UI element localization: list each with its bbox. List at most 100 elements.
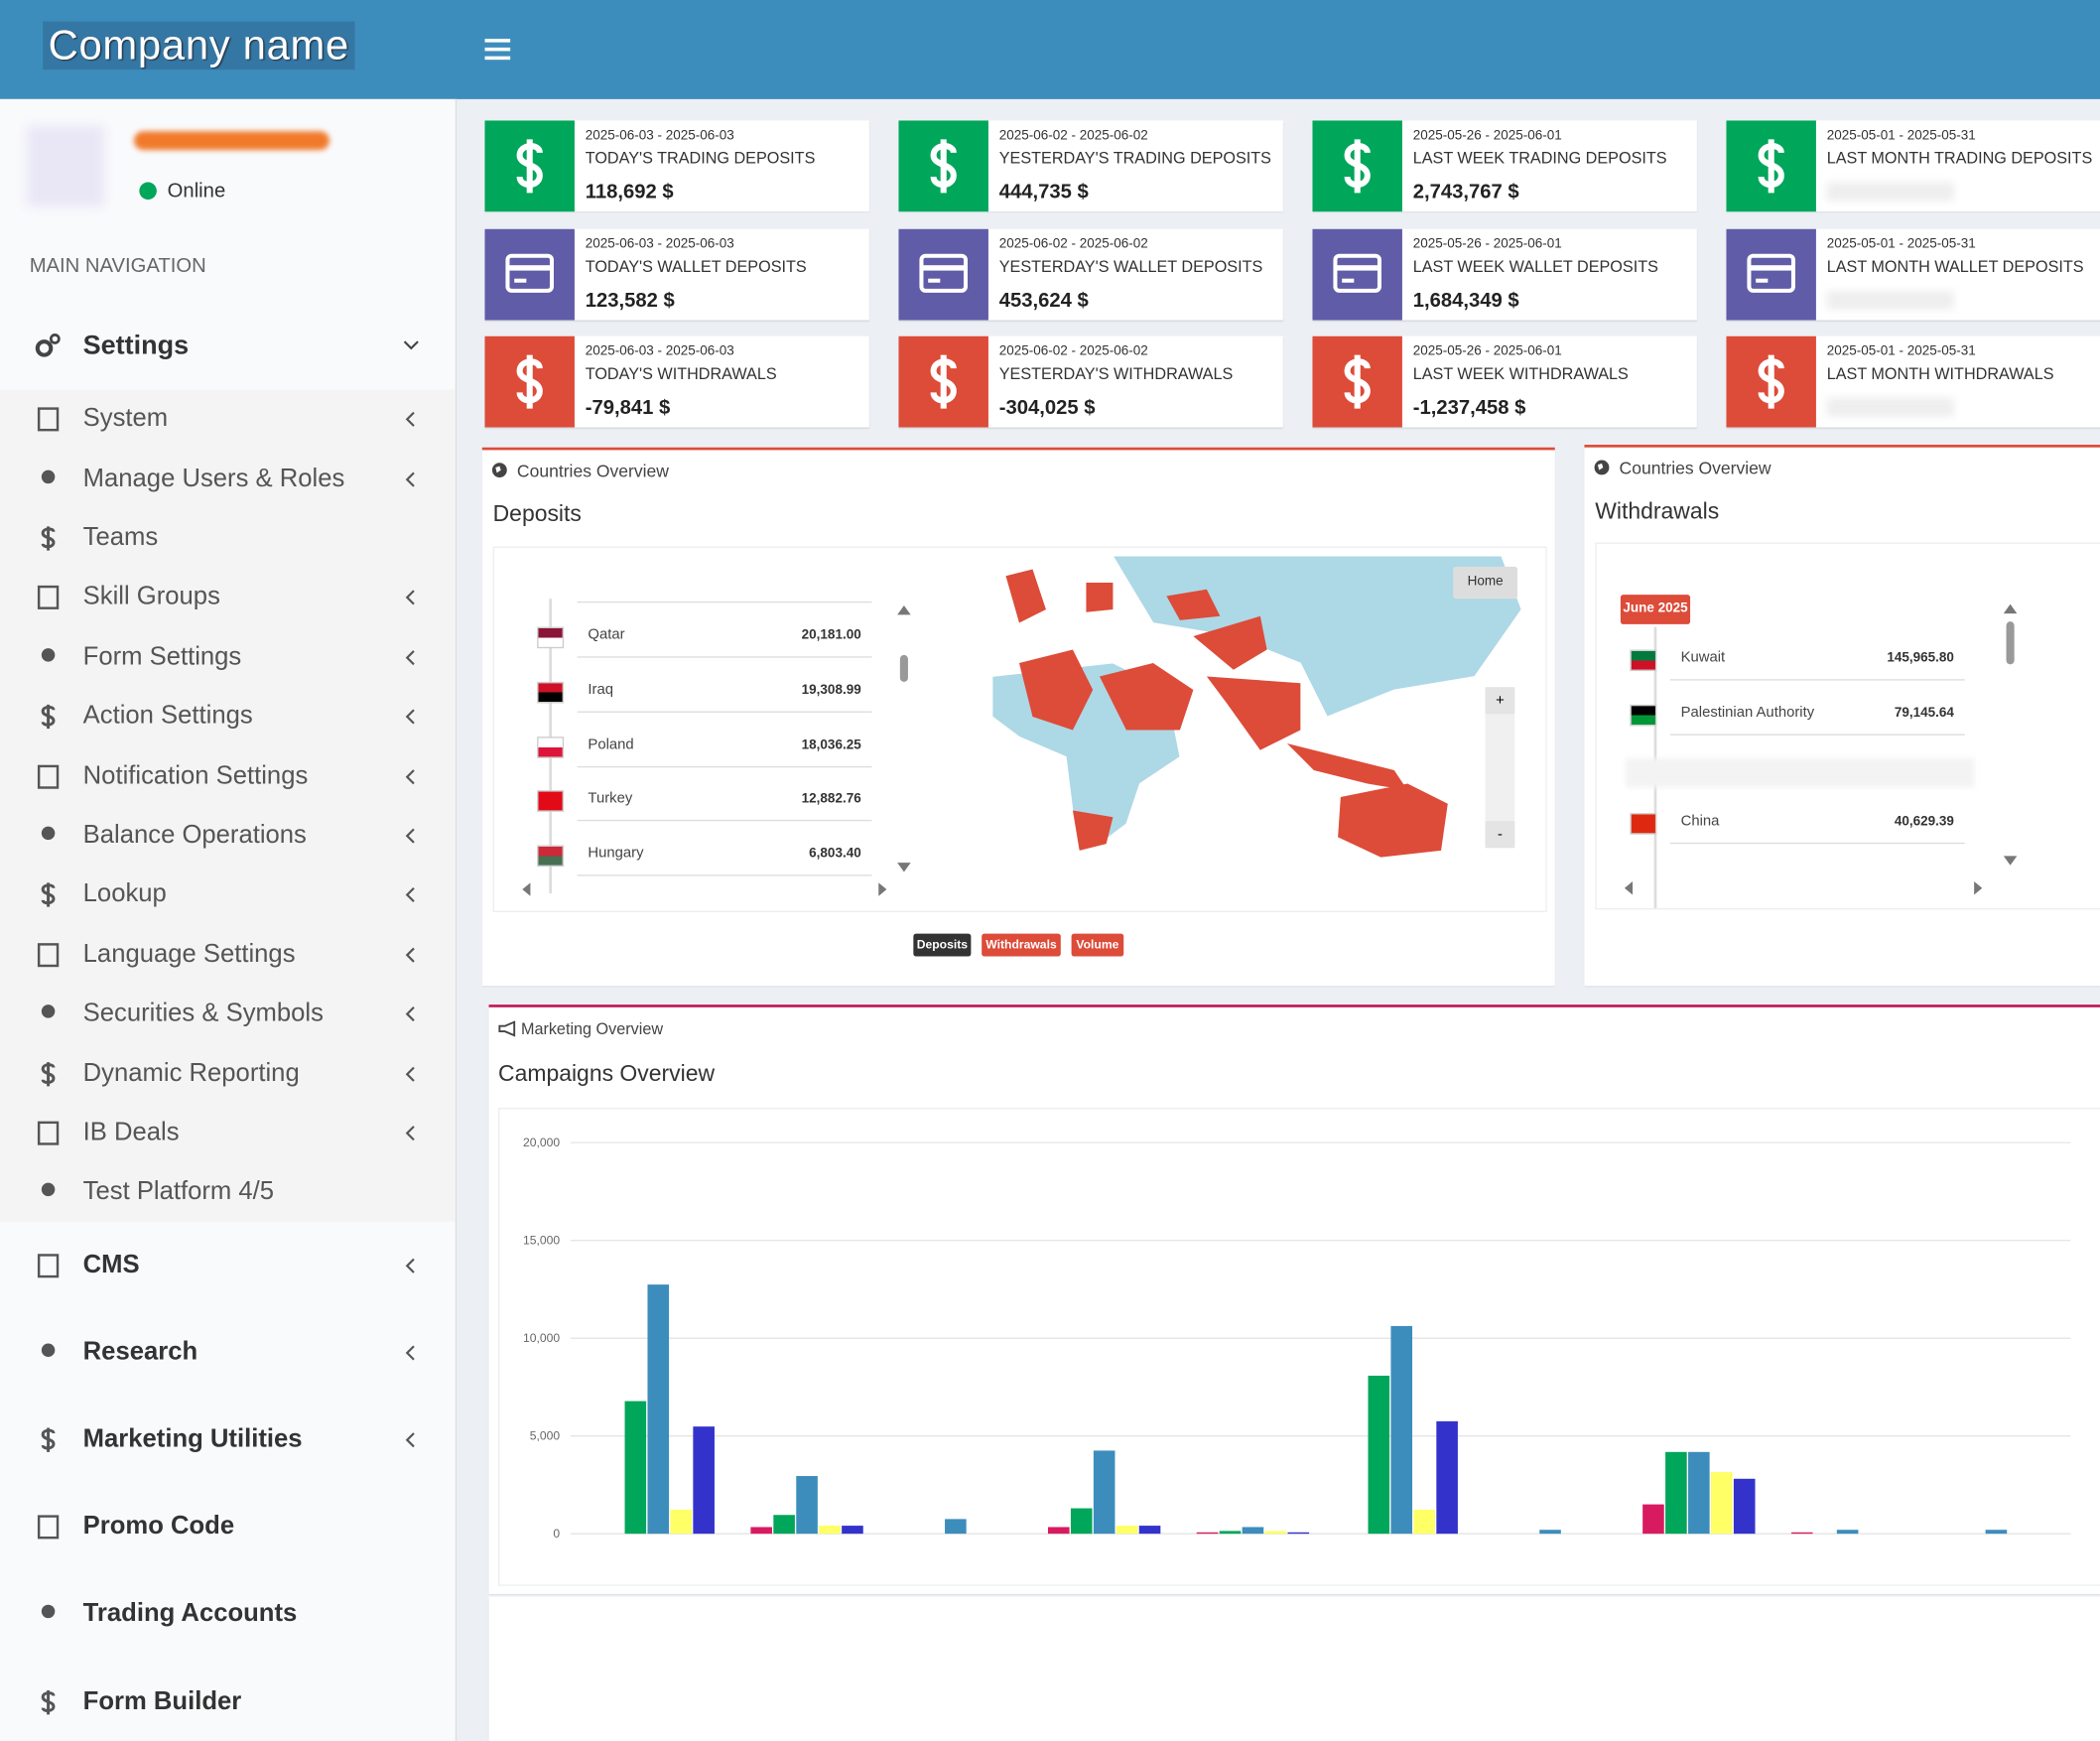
nav-subitem[interactable]: Securities & Symbols (0, 985, 456, 1044)
megaphone-icon (498, 1020, 516, 1037)
zoom-in[interactable]: + (1485, 687, 1515, 715)
nav-subitem[interactable]: Balance Operations (0, 806, 456, 866)
chevron (405, 887, 415, 903)
nav-item[interactable]: Form Builder (0, 1659, 456, 1741)
chevron-line (405, 1345, 415, 1361)
nav-subitem[interactable]: Action Settings (0, 687, 456, 746)
bar (693, 1426, 715, 1535)
nav-label: Dynamic Reporting (82, 1058, 300, 1088)
brand[interactable]: Company name (43, 21, 355, 70)
flag (1630, 704, 1657, 727)
map-mode-button[interactable]: Withdrawals (982, 933, 1061, 957)
card-date: 2025-05-26 - 2025-06-01 (1412, 343, 1562, 359)
country-amount: 19,308.99 (801, 682, 861, 698)
panel-header: Countries Overview (516, 461, 669, 481)
nav-subitem[interactable]: Skill Groups (0, 568, 456, 627)
card-icon-chip (1756, 278, 1769, 283)
zoom-out[interactable]: - (1485, 821, 1515, 849)
card-icon-stripe (1335, 264, 1379, 270)
nav-item[interactable]: Trading Accounts (0, 1571, 456, 1659)
icon (37, 764, 60, 789)
dollar-icon (1758, 139, 1784, 194)
icon (37, 1121, 60, 1145)
y-tick-label: 20,000 (523, 1136, 560, 1149)
deposits-panel: Countries Overview Deposits Qatar 20,181.… (481, 447, 1555, 987)
bar (1790, 1532, 1813, 1535)
icon (41, 1004, 56, 1018)
card-icon (516, 139, 543, 194)
icon (41, 1689, 56, 1714)
marketing-panel: Marketing Overview Campaigns Overview 0 5… (488, 1004, 2100, 1594)
card-icon-stripe (921, 264, 966, 270)
blurred-row (1626, 757, 1975, 788)
card-title: LAST MONTH WALLET DEPOSITS (1826, 256, 2084, 276)
nav-subitem[interactable]: Teams (0, 509, 456, 569)
nav-label: Lookup (82, 880, 167, 909)
bar (819, 1526, 841, 1535)
country-name: China (1680, 813, 1720, 830)
card-icon-box (898, 228, 988, 320)
stat-card: 2025-05-01 - 2025-05-31 LAST MONTH TRADIN… (1726, 120, 2100, 212)
bar (1116, 1526, 1138, 1535)
chevron-line (405, 412, 415, 428)
card-icon-chip (514, 278, 527, 283)
user-name (133, 131, 329, 151)
scrollbar[interactable] (2002, 598, 2018, 878)
card-icon (1344, 139, 1371, 194)
nav-label: Form Builder (82, 1686, 242, 1716)
bar (1368, 1375, 1390, 1535)
nav-item[interactable]: Settings (0, 302, 456, 390)
bar (1242, 1527, 1264, 1535)
icon-shape (41, 1605, 56, 1619)
menu-toggle[interactable] (484, 38, 512, 62)
nav-subitem[interactable]: Dynamic Reporting (0, 1044, 456, 1104)
map-mode-button[interactable]: Volume (1071, 933, 1124, 957)
bar (1390, 1325, 1413, 1535)
scrollbar[interactable] (896, 599, 912, 906)
icon-shape (41, 469, 56, 483)
world-map[interactable] (991, 556, 1522, 864)
nav-label: Language Settings (82, 940, 296, 969)
icon (41, 1427, 56, 1452)
withdrawals-panel: Countries Overview Withdrawals June 2025… (1584, 445, 2100, 987)
card-icon-box (1312, 335, 1402, 428)
map-mode-button[interactable]: Deposits (913, 933, 972, 957)
nav-subitem[interactable]: Test Platform 4/5 (0, 1163, 456, 1223)
nav-item[interactable]: Marketing Utilities (0, 1397, 456, 1484)
card-date: 2025-06-03 - 2025-06-03 (585, 236, 734, 252)
card-title: TODAY'S WALLET DEPOSITS (585, 256, 807, 276)
row-line (1669, 842, 1965, 845)
chevron (405, 947, 415, 963)
nav-subitem[interactable]: Language Settings (0, 925, 456, 985)
nav-subitem[interactable]: IB Deals (0, 1104, 456, 1163)
bar (773, 1515, 795, 1535)
nav-subitem[interactable]: Lookup (0, 866, 456, 925)
icon-shape (41, 1061, 56, 1086)
chevron-line (405, 590, 415, 605)
chevron (405, 1066, 415, 1082)
icon (41, 705, 56, 730)
h-scroll[interactable] (521, 880, 896, 899)
map-home[interactable]: Home (1453, 566, 1517, 600)
nav-item[interactable]: CMS (0, 1222, 456, 1309)
h-scroll[interactable] (1624, 878, 1999, 897)
nav-subitem[interactable]: Form Settings (0, 627, 456, 687)
chevron-line (405, 1432, 415, 1448)
card-icon-chip (928, 278, 941, 283)
nav-item[interactable]: Research (0, 1309, 456, 1397)
nav-subitem[interactable]: Manage Users & Roles (0, 450, 456, 509)
card-icon (1758, 139, 1784, 194)
card-icon-box (1312, 120, 1402, 212)
nav-item[interactable]: Promo Code (0, 1484, 456, 1571)
nav-subitem[interactable]: System (0, 390, 456, 450)
row-line (577, 601, 872, 603)
card-value: 453,624 $ (998, 288, 1089, 312)
icon (41, 1183, 56, 1197)
bar (1665, 1451, 1687, 1535)
country-amount: 20,181.00 (801, 627, 861, 643)
icon-shape (37, 764, 60, 789)
country-name: Palestinian Authority (1680, 704, 1815, 721)
card-icon (919, 253, 969, 293)
icon-shape (41, 1427, 56, 1452)
nav-subitem[interactable]: Notification Settings (0, 746, 456, 806)
